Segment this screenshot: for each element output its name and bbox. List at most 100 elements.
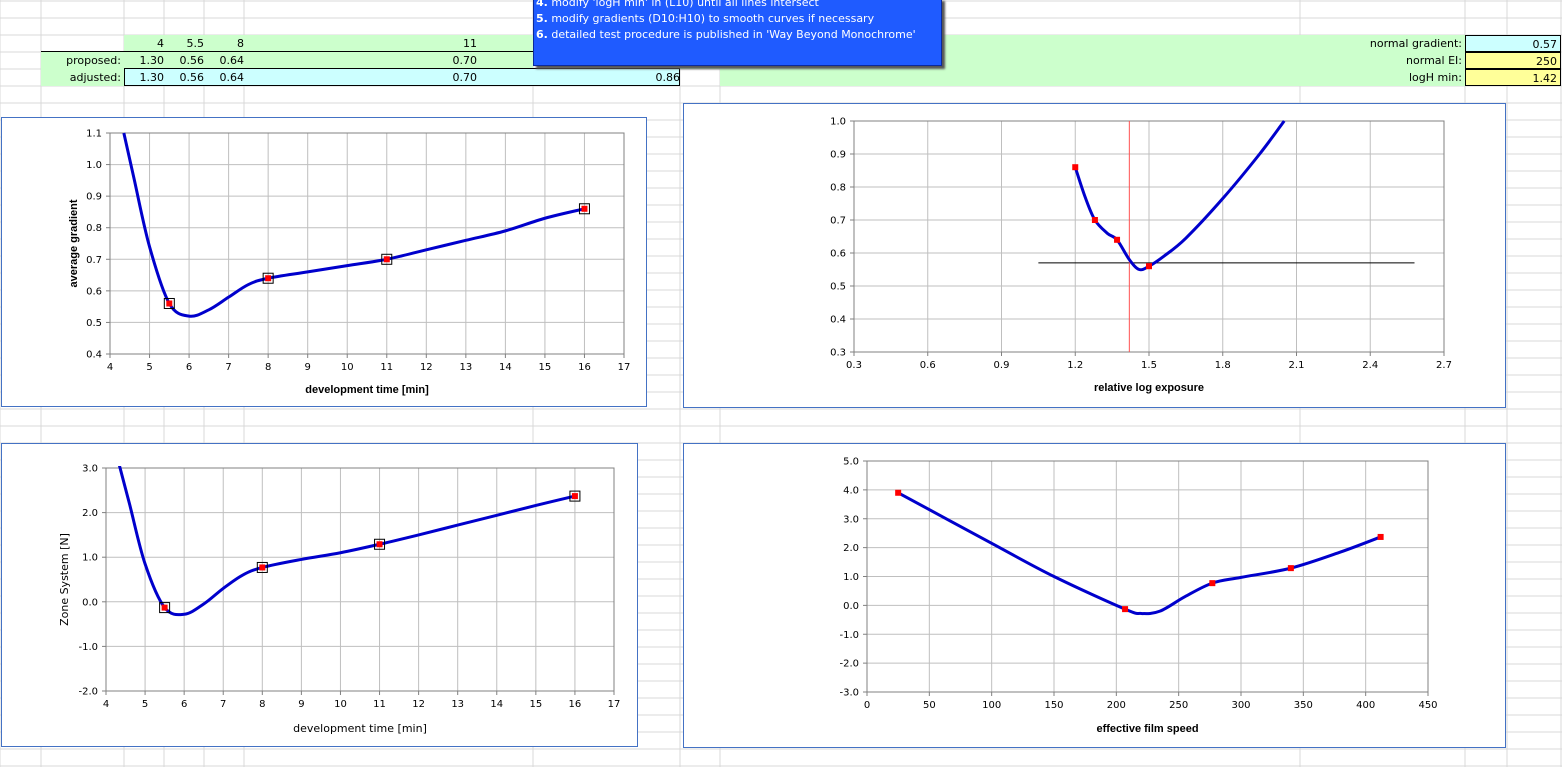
data-point [895, 489, 902, 496]
x-tick-label: 200 [1107, 700, 1126, 711]
y-axis-title: Zone System [N] [58, 533, 71, 626]
data-point-box [262, 272, 274, 284]
y-tick-label: 3.0 [843, 514, 859, 525]
proposed-cell[interactable]: 0.64 [204, 52, 244, 69]
adjusted-cell[interactable]: 0.56 [164, 69, 204, 86]
x-tick-label: 11 [373, 699, 386, 710]
y-tick-label: -1.0 [78, 642, 98, 653]
y-axis-title: average gradient [68, 199, 80, 287]
instructions-textbox[interactable]: 4. modify 'logH min' in (L10) until all … [533, 0, 942, 66]
x-tick-label: 150 [1044, 700, 1063, 711]
y-tick-label: -2.0 [78, 687, 98, 698]
chart-svg: 0.3 0.6 0.9 1.2 1.5 1.8 2.1 2.4 2.7 0.3 0.4 0.5 0.6 0… [830, 117, 1452, 395]
time-cell[interactable]: 8 [204, 35, 244, 52]
data-point [571, 493, 578, 500]
y-tick-label: 1.0 [830, 117, 846, 128]
y-tick-label: 4.0 [843, 485, 859, 496]
plot-area [105, 467, 615, 692]
zone-vs-film-speed-chart[interactable]: 0 50 100 150 200 250 300 350 400 450 -3.0 -2.0 -1.0 0… [683, 443, 1506, 748]
data-point [383, 256, 390, 263]
data-point [161, 604, 168, 611]
x-tick-label: 2.7 [1436, 360, 1452, 371]
proposed-cell[interactable]: 0.56 [164, 52, 204, 69]
x-tick-label: 8 [265, 362, 271, 373]
instruction-line: 5. modify gradients (D10:H10) to smooth … [536, 12, 875, 25]
x-tick-label: 6 [186, 362, 192, 373]
adjusted-cell[interactable]: 1.30 [124, 69, 164, 86]
y-tick-label: 0.6 [86, 286, 102, 297]
data-point-box [374, 538, 386, 550]
time-cell[interactable]: 5.5 [164, 35, 204, 52]
x-tick-label: 9 [305, 362, 311, 373]
time-cell[interactable]: 4 [124, 35, 164, 52]
y-tick-label: -2.0 [839, 659, 859, 670]
x-tick-label: 16 [569, 699, 582, 710]
adjusted-label: adjusted: [41, 69, 124, 86]
x-axis-title: relative log exposure [1094, 382, 1204, 394]
x-tick-label: 10 [334, 699, 347, 710]
x-tick-label: 0.9 [994, 360, 1010, 371]
data-point-box [163, 297, 175, 309]
y-tick-label: 0.6 [830, 249, 846, 260]
x-tick-label: 2.4 [1362, 360, 1378, 371]
chart-svg: 0 50 100 150 200 250 300 350 400 450 -3.0 -2.0 -1.0 0… [839, 457, 1437, 736]
x-tick-label: 9 [298, 699, 304, 710]
adjusted-cell[interactable]: 0.64 [204, 69, 244, 86]
x-tick-label: 15 [529, 699, 542, 710]
x-tick-label: 4 [103, 699, 109, 710]
y-tick-label: 5.0 [843, 457, 859, 468]
x-tick-label: 350 [1294, 700, 1313, 711]
data-point [1377, 533, 1384, 540]
logh-min-label: logH min: [1300, 69, 1465, 86]
adjusted-cell[interactable]: 0.86 [477, 69, 680, 86]
x-tick-label: 0 [864, 700, 870, 711]
x-tick-label: 4 [107, 362, 113, 373]
data-point [376, 541, 383, 548]
x-tick-label: 0.6 [920, 360, 936, 371]
proposed-cell[interactable]: 0.70 [244, 52, 477, 69]
y-tick-label: 0.4 [86, 350, 102, 361]
x-tick-label: 400 [1356, 700, 1375, 711]
instruction-line: 4. modify 'logH min' in (L10) until all … [536, 0, 819, 9]
data-point [265, 275, 272, 282]
x-tick-label: 10 [341, 362, 354, 373]
series-curve [1073, 120, 1286, 272]
y-tick-label: 0.8 [86, 223, 102, 234]
gradient-vs-time-chart[interactable]: 4 5 6 7 8 9 10 11 12 13 14 15 16 17 0.4 0.5 0.6 0.7 0.8 0.9… [1, 117, 647, 407]
x-axis-title: development time [min] [293, 722, 427, 735]
x-tick-label: 13 [451, 699, 464, 710]
data-point [166, 300, 173, 307]
plot-area [109, 132, 625, 355]
x-axis-title: effective film speed [1096, 723, 1198, 735]
x-tick-label: 17 [618, 362, 631, 373]
time-cell[interactable]: 11 [244, 35, 477, 52]
plot-area [853, 120, 1445, 353]
proposed-label: proposed: [41, 52, 124, 69]
x-tick-label: 8 [259, 699, 265, 710]
normal-gradient-value[interactable]: 0.57 [1465, 35, 1561, 52]
x-tick-label: 250 [1169, 700, 1188, 711]
zone-vs-time-chart[interactable]: 4 5 6 7 8 9 10 11 12 13 14 15 16 17 -2.0 -1.0 0.0 1.0 2.0 3… [1, 443, 638, 747]
proposed-cell[interactable]: 1.30 [124, 52, 164, 69]
y-tick-label: 3.0 [82, 464, 98, 475]
y-tick-label: -1.0 [839, 630, 859, 641]
x-axis-title: development time [min] [305, 384, 429, 396]
gradient-vs-exposure-chart[interactable]: 0.3 0.6 0.9 1.2 1.5 1.8 2.1 2.4 2.7 0.3 0.4 0.5 0.6 0… [683, 103, 1506, 408]
logh-min-value[interactable]: 1.42 [1465, 69, 1561, 86]
y-tick-label: 1.0 [843, 572, 859, 583]
y-tick-label: 2.0 [82, 508, 98, 519]
x-tick-label: 1.8 [1215, 360, 1231, 371]
x-tick-label: 2.1 [1289, 360, 1305, 371]
adjusted-cell[interactable]: 0.70 [244, 69, 477, 86]
x-tick-label: 14 [499, 362, 512, 373]
y-tick-label: 0.0 [82, 597, 98, 608]
data-point [1146, 263, 1152, 270]
x-tick-label: 12 [412, 699, 425, 710]
instruction-line: 6. detailed test procedure is published … [536, 28, 916, 41]
x-tick-label: 7 [220, 699, 226, 710]
y-tick-label: 0.8 [830, 183, 846, 194]
data-point-box [578, 203, 590, 215]
x-tick-label: 12 [420, 362, 433, 373]
normal-ei-value[interactable]: 250 [1465, 52, 1561, 69]
chart-svg: 4 5 6 7 8 9 10 11 12 13 14 15 16 17 -2.0 -1.0 0.0 1.0 2.0 3… [58, 464, 620, 736]
